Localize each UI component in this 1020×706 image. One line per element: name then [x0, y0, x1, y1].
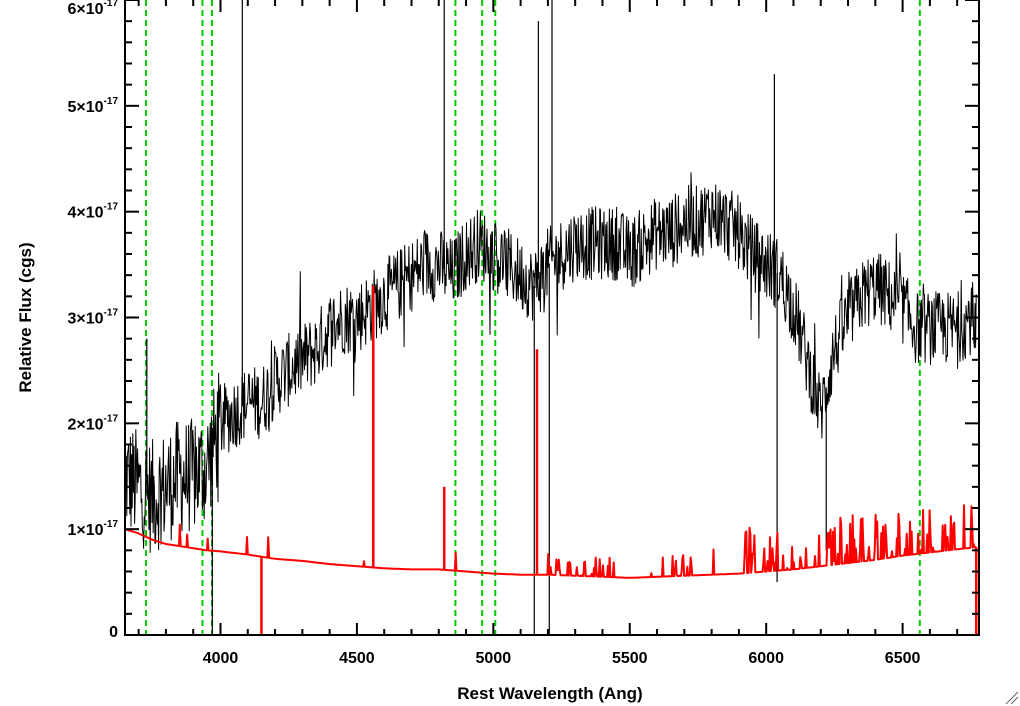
y-tick-mantissa: 3×10: [68, 311, 104, 328]
y-tick-label: 4×10-17: [68, 202, 119, 222]
y-tick-mantissa: 1×10: [68, 522, 104, 539]
x-tick-label: 4500: [339, 650, 375, 667]
emission-line-markers: [145, 0, 921, 635]
x-tick-label: 5500: [612, 650, 648, 667]
x-axis-title: Rest Wavelength (Ang): [457, 684, 642, 703]
x-tick-labels: 4000 4500 5000 5500 6000 6500: [203, 650, 921, 667]
x-tick-label: 6000: [748, 650, 784, 667]
y-tick-label: 5×10-17: [68, 96, 119, 116]
y-tick-exponent: -17: [104, 96, 119, 107]
y-tick-label: 0: [109, 624, 118, 641]
y-tick-label: 2×10-17: [68, 413, 119, 433]
y-tick-mantissa: 5×10: [68, 99, 104, 116]
y-tick-mantissa: 6×10: [68, 1, 104, 18]
y-tick-mantissa: 4×10: [68, 205, 104, 222]
series-line-1: [125, 504, 977, 579]
y-tick-exponent: -17: [104, 202, 119, 213]
y-tick-label: 1×10-17: [68, 519, 119, 539]
resize-grip-icon[interactable]: [1005, 691, 1019, 705]
axis-ticks: [125, 0, 979, 636]
series-line-0: [125, 172, 977, 553]
y-tick-label: 3×10-17: [68, 308, 119, 328]
x-tick-label: 4000: [203, 650, 239, 667]
y-tick-exponent: -17: [104, 413, 119, 424]
y-tick-exponent: -17: [104, 308, 119, 319]
y-tick-mantissa: 0: [109, 624, 118, 641]
x-tick-label: 6500: [885, 650, 921, 667]
y-tick-mantissa: 2×10: [68, 416, 104, 433]
series-layer: [125, 0, 978, 635]
y-tick-exponent: -17: [104, 0, 119, 9]
y-axis-title: Relative Flux (cgs): [16, 242, 35, 392]
y-tick-label: 6×10-17: [68, 0, 119, 18]
x-tick-label: 5000: [476, 650, 512, 667]
y-tick-labels: 01×10-172×10-173×10-174×10-175×10-176×10…: [68, 0, 119, 641]
y-tick-exponent: -17: [104, 519, 119, 530]
